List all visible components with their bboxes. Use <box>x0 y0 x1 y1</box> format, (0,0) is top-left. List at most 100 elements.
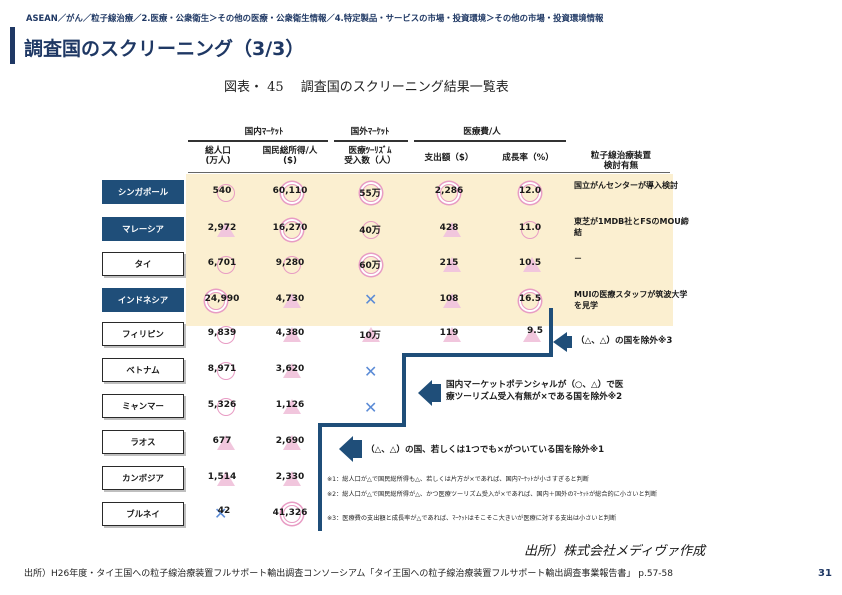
circle-mark <box>217 398 235 416</box>
callout-step2-line2: 療ツーリズム受入有無が×である国を除外※2 <box>446 392 623 402</box>
country-label-laos: ラオス <box>102 430 184 454</box>
footer-source: 出所）H26年度・タイ王国への粒子線治療装置フルサポート輸出調査コンソーシアム「… <box>24 569 674 579</box>
triangle-mark <box>362 327 380 342</box>
double-circle-mark <box>283 221 301 239</box>
row-band-1 <box>186 174 673 212</box>
cross-mark: ✕ <box>364 290 378 309</box>
group-line-domestic <box>188 140 328 142</box>
cell-growth: 16.5 <box>518 294 542 304</box>
country-label-cambodia: カンボジア <box>102 466 184 490</box>
step-line-1-horizontal <box>402 353 553 357</box>
left-arrow-icon <box>553 332 567 352</box>
page-title: 調査国のスクリーニング（3/3） <box>24 38 305 60</box>
cell-population: 6,701 <box>207 258 237 268</box>
left-arrow-shaft <box>352 440 362 458</box>
cell-tourism: 40万 <box>359 226 381 236</box>
cell-tourism: 60万 <box>359 261 381 271</box>
double-circle-mark <box>362 184 380 202</box>
triangle-mark <box>443 327 461 342</box>
column-header-device: 粒子線治療装置 検討有無 <box>590 151 652 171</box>
page-number: 31 <box>818 568 832 579</box>
cell-gni: 16,270 <box>272 223 308 233</box>
triangle-mark <box>443 293 461 308</box>
double-circle-mark <box>283 505 301 523</box>
cell-note: 国立がんセンターが導入検討 <box>574 181 678 190</box>
group-header-foreign: 国外ﾏｰｹｯﾄ <box>350 127 390 137</box>
left-arrow-shaft <box>431 384 441 402</box>
cell-gni: 2,330 <box>275 472 305 482</box>
triangle-mark <box>217 222 235 237</box>
group-line-foreign <box>334 140 408 142</box>
circle-mark <box>362 221 380 239</box>
cell-note: 東芝が1MDB社とFSのMOU締結 <box>574 217 689 237</box>
country-label-myanmar: ミャンマー <box>102 394 184 418</box>
group-line-medical-cost <box>414 140 566 142</box>
header-divider <box>188 172 670 173</box>
cell-population: 8,971 <box>207 364 237 374</box>
triangle-mark <box>523 327 541 342</box>
footnote-1: ※1：総人口が△で国民総所得も△、若しくは片方が×であれば、国内ﾏｰｹｯﾄが小さ… <box>327 476 589 483</box>
callout-step1: （△、△）の国を除外※3 <box>576 336 673 346</box>
country-label-singapore: シンガポール <box>102 180 184 204</box>
cell-population: 540 <box>212 186 232 196</box>
cell-spend: 428 <box>439 223 459 233</box>
cell-population: 5,326 <box>207 400 237 410</box>
cell-spend: 108 <box>439 294 459 304</box>
double-circle-mark <box>207 292 225 310</box>
cell-tourism: 55万 <box>359 189 381 199</box>
cell-growth: 10.5 <box>518 258 542 268</box>
column-header-population: 総人口 (万人) <box>205 146 231 166</box>
cell-gni: 1,126 <box>275 400 305 410</box>
country-label-malaysia: マレーシア <box>102 217 184 241</box>
country-label-brunei: ブルネイ <box>102 502 184 526</box>
cell-gni: 41,326 <box>272 508 308 518</box>
triangle-mark <box>283 327 301 342</box>
column-header-spend: 支出額（$） <box>424 153 474 163</box>
double-circle-mark <box>283 184 301 202</box>
triangle-mark <box>283 435 301 450</box>
figure-caption: 図表・ 45 調査国のスクリーニング結果一覧表 <box>224 80 509 95</box>
triangle-mark <box>283 363 301 378</box>
cross-mark: ✕ <box>364 398 378 417</box>
cell-spend: 215 <box>439 258 459 268</box>
cell-gni: 4,380 <box>275 328 305 338</box>
triangle-mark <box>283 293 301 308</box>
cross-mark: ✕ <box>364 362 378 381</box>
circle-mark <box>521 221 539 239</box>
cell-population: 42 <box>217 506 231 516</box>
cell-population: 9,839 <box>207 328 237 338</box>
triangle-mark <box>217 435 235 450</box>
column-header-gni: 国民総所得/人 ($) <box>262 146 318 166</box>
group-header-domestic: 国内ﾏｰｹｯﾄ <box>244 127 284 137</box>
cell-note: － <box>574 254 582 263</box>
country-label-philippines: フィリピン <box>102 322 184 346</box>
cell-growth: 9.5 <box>527 326 543 336</box>
double-circle-mark <box>521 184 539 202</box>
cell-gni: 2,690 <box>275 436 305 446</box>
cell-growth: 12.0 <box>518 186 542 196</box>
group-header-medical-cost: 医療費/人 <box>463 127 501 137</box>
row-band-3 <box>186 250 673 288</box>
left-arrow-icon <box>339 436 353 462</box>
circle-mark <box>217 256 235 274</box>
circle-mark <box>217 362 235 380</box>
cell-note: MUIの医療スタッフが筑波大学を見学 <box>574 290 688 310</box>
callout-step3: （△、△）の国、若しくは1つでも×がついている国を除外※1 <box>366 445 605 455</box>
cell-population: 2,972 <box>207 223 237 233</box>
step-line-3-vertical <box>318 423 322 531</box>
double-circle-mark <box>362 256 380 274</box>
left-arrow-shaft <box>566 336 572 348</box>
column-header-tourism: 医療ﾂｰﾘｽﾞﾑ 受入数（人） <box>344 146 396 166</box>
cross-mark: ✕ <box>214 504 228 523</box>
column-header-growth: 成長率（%） <box>502 153 554 163</box>
row-band-4 <box>186 288 673 326</box>
triangle-mark <box>443 222 461 237</box>
circle-mark <box>283 256 301 274</box>
figure-source: 出所）株式会社メディヴァ作成 <box>524 544 706 559</box>
cell-spend: 119 <box>439 328 459 338</box>
cell-population: 24,990 <box>204 294 240 304</box>
country-label-indonesia: インドネシア <box>102 288 184 312</box>
cell-gni: 9,280 <box>275 258 305 268</box>
triangle-mark <box>523 257 541 272</box>
title-accent-bar <box>10 27 15 64</box>
